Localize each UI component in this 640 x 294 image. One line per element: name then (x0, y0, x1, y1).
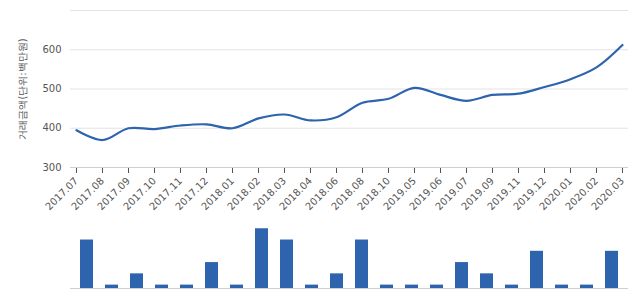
svg-text:2017.11: 2017.11 (147, 175, 185, 213)
svg-text:2017.10: 2017.10 (121, 175, 159, 213)
svg-text:2019.07: 2019.07 (433, 175, 471, 213)
svg-text:2019.12: 2019.12 (511, 175, 549, 213)
svg-text:2017.12: 2017.12 (173, 175, 211, 213)
svg-text:거래금액(단위:백만원): 거래금액(단위:백만원) (17, 38, 28, 139)
svg-text:300: 300 (42, 162, 61, 173)
svg-text:2020.02: 2020.02 (563, 175, 601, 213)
svg-text:2018.08: 2018.08 (329, 175, 367, 213)
svg-text:2019.09: 2019.09 (459, 175, 497, 213)
svg-text:500: 500 (42, 83, 61, 94)
svg-text:2020.03: 2020.03 (589, 175, 626, 212)
svg-text:2018.03: 2018.03 (251, 175, 289, 213)
svg-text:2017.07: 2017.07 (43, 175, 81, 213)
svg-text:2017.08: 2017.08 (69, 175, 107, 213)
svg-text:400: 400 (42, 122, 61, 133)
svg-text:2017.09: 2017.09 (95, 175, 133, 213)
svg-text:2019.05: 2019.05 (381, 175, 419, 213)
svg-text:2018.01: 2018.01 (199, 175, 237, 213)
svg-text:2020.01: 2020.01 (537, 175, 575, 213)
svg-text:2018.04: 2018.04 (277, 175, 315, 213)
svg-text:2019.06: 2019.06 (407, 175, 445, 213)
svg-text:2018.10: 2018.10 (355, 175, 393, 213)
svg-text:2018.02: 2018.02 (225, 175, 263, 213)
svg-text:2018.06: 2018.06 (303, 175, 341, 213)
svg-text:2019.11: 2019.11 (485, 175, 523, 213)
svg-text:600: 600 (42, 44, 61, 55)
